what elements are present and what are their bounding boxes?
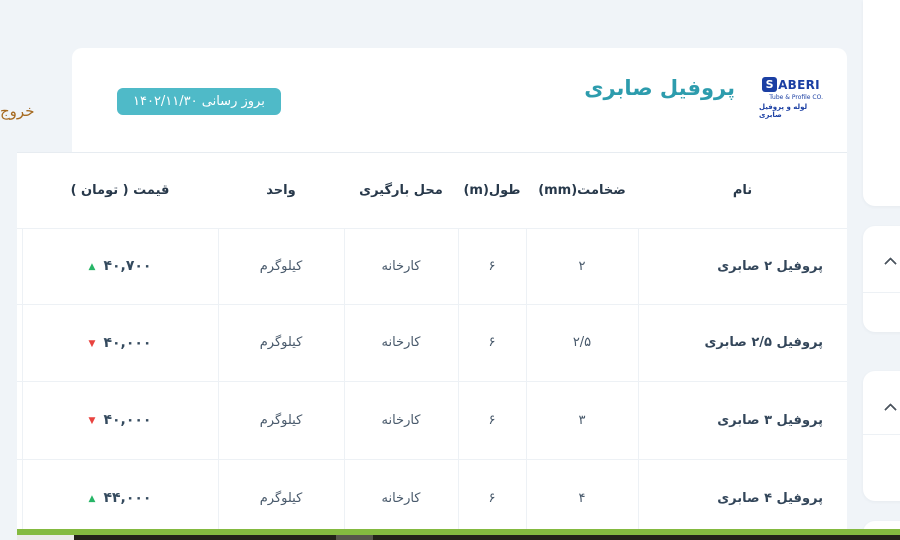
chevron-up-icon (867, 257, 880, 270)
logo-brand-rest: ABERI (761, 78, 803, 92)
price-cell: ۴۴,۰۰۰ ▲ (5, 459, 201, 537)
thickness-cell: ۲ (509, 228, 621, 304)
cutoff-cell (0, 381, 5, 459)
chevron-up-icon (867, 403, 880, 416)
price-value: ۴۰,۰۰۰ (86, 412, 134, 428)
table-row: پروفیل ۴ صابری ۴ ۶ کارخانه کیلوگرم ۴۴,۰۰۰ ▲ (0, 459, 830, 537)
logo-subtitle-fa: لوله و پروفیل صابری (742, 103, 806, 119)
collapse-card-button[interactable] (862, 250, 884, 272)
sidebar-card-3 (846, 371, 900, 501)
price-cell: ۴۰,۰۰۰ ▼ (5, 381, 201, 459)
loading-cell: کارخانه (327, 381, 441, 459)
table-row: پروفیل ۲ صابری ۲ ۶ کارخانه کیلوگرم ۴۰,۷۰۰ ▲ (0, 228, 830, 304)
scrollbar-thumb[interactable] (319, 535, 356, 540)
price-table-card: نام ضخامت(mm) طول(m) محل بارگیری واحد قی… (0, 152, 830, 540)
price-table: نام ضخامت(mm) طول(m) محل بارگیری واحد قی… (0, 153, 830, 537)
sidebar-card-1 (846, 0, 900, 206)
price-cell: ۴۰,۷۰۰ ▲ (5, 228, 201, 304)
trend-down-icon: ▼ (72, 416, 79, 426)
unit-cell: کیلوگرم (201, 381, 327, 459)
column-header-length: طول(m) (441, 153, 509, 228)
loading-cell: کارخانه (327, 304, 441, 381)
card-divider (846, 292, 900, 293)
length-cell: ۶ (441, 459, 509, 537)
header-card: S ABERI Tube & Profile CO. لوله و پروفیل… (55, 48, 830, 152)
price-value: ۴۰,۷۰۰ (86, 258, 134, 274)
unit-cell: کیلوگرم (201, 304, 327, 381)
thickness-cell: ۴ (509, 459, 621, 537)
unit-cell: کیلوگرم (201, 228, 327, 304)
loading-cell: کارخانه (327, 228, 441, 304)
name-cell: پروفیل ۲ صابری (621, 228, 830, 304)
brand-logo: S ABERI Tube & Profile CO. لوله و پروفیل… (742, 68, 806, 128)
table-header-row: نام ضخامت(mm) طول(m) محل بارگیری واحد قی… (0, 153, 830, 228)
length-cell: ۶ (441, 228, 509, 304)
horizontal-scrollbar[interactable] (0, 535, 900, 540)
update-date-badge: بروز رسانی ۱۴۰۲/۱۱/۳۰ (100, 88, 264, 115)
card-divider (846, 434, 900, 435)
column-header-unit: واحد (201, 153, 327, 228)
name-cell: پروفیل ۳ صابری (621, 381, 830, 459)
price-value: ۴۰,۰۰۰ (86, 335, 134, 351)
cutoff-cell (0, 304, 5, 381)
trend-up-icon: ▲ (72, 262, 79, 272)
column-header-thickness: ضخامت(mm) (509, 153, 621, 228)
cutoff-cell (0, 459, 5, 537)
exit-link[interactable]: خروج (0, 102, 17, 120)
length-cell: ۶ (441, 304, 509, 381)
price-table-body: پروفیل ۲ صابری ۲ ۶ کارخانه کیلوگرم ۴۰,۷۰۰▲ پرو… (0, 228, 830, 537)
scrollbar-corner (0, 535, 57, 540)
loading-cell: کارخانه (327, 459, 441, 537)
length-cell: ۶ (441, 381, 509, 459)
price-value: ۴۴,۰۰۰ (86, 490, 134, 506)
logo-brand-text: S ABERI (745, 77, 803, 92)
trend-down-icon: ▼ (72, 339, 79, 349)
page-background: { "page": { "exit_link": "خروج" }, "head… (0, 0, 900, 540)
trend-up-icon: ▲ (72, 494, 79, 504)
column-header-price: قیمت ( تومان ) (5, 153, 201, 228)
table-row: پروفیل ۲/۵ صابری ۲/۵ ۶ کارخانه کیلوگرم ۴۰,۰۰۰… (0, 304, 830, 381)
price-cell: ۴۰,۰۰۰ ▼ (5, 304, 201, 381)
name-cell: پروفیل ۴ صابری (621, 459, 830, 537)
unit-cell: کیلوگرم (201, 459, 327, 537)
logo-subtitle-en: Tube & Profile CO. (752, 94, 806, 101)
column-header-name: نام (621, 153, 830, 228)
collapse-card-button[interactable] (862, 396, 884, 418)
cutoff-cell (0, 228, 5, 304)
logo-s-mark-icon: S (745, 77, 760, 92)
page-title: پروفیل صابری (567, 76, 718, 100)
column-header-loading: محل بارگیری (327, 153, 441, 228)
thickness-cell: ۲/۵ (509, 304, 621, 381)
table-row: پروفیل ۳ صابری ۳ ۶ کارخانه کیلوگرم ۴۰,۰۰۰ ▼ (0, 381, 830, 459)
thickness-cell: ۳ (509, 381, 621, 459)
sidebar-card-2 (846, 226, 900, 332)
name-cell: پروفیل ۲/۵ صابری (621, 304, 830, 381)
column-header-cutoff (0, 153, 5, 228)
